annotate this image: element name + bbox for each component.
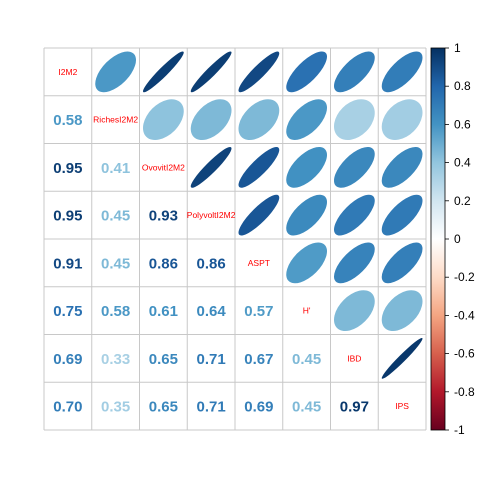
diagonal-label: I2M2 (58, 67, 77, 77)
correlation-value: 0.95 (53, 208, 82, 225)
correlation-value: 0.57 (244, 303, 273, 320)
correlation-value: 0.58 (53, 112, 82, 129)
correlation-value: 0.86 (149, 255, 178, 272)
diagonal-label: IPS (395, 401, 409, 411)
correlation-value: 0.41 (101, 160, 130, 177)
correlation-ellipse (286, 194, 327, 236)
correlation-value: 0.69 (53, 351, 82, 368)
correlation-value: 0.95 (53, 160, 82, 177)
correlation-ellipse (334, 51, 375, 93)
correlation-value: 0.45 (292, 399, 321, 416)
correlation-ellipse (381, 242, 423, 284)
correlation-value: 0.45 (101, 208, 130, 225)
correlation-ellipse (238, 146, 280, 188)
correlation-ellipse (381, 194, 423, 236)
correlation-ellipse (334, 99, 375, 140)
matrix-grid (43, 47, 427, 431)
correlation-value: 0.97 (340, 399, 369, 416)
correlation-value: 0.61 (149, 303, 178, 320)
correlation-value: 0.71 (197, 351, 226, 368)
correlation-ellipse (286, 242, 327, 284)
correlation-value: 0.33 (101, 351, 130, 368)
correlation-ellipse (286, 99, 328, 140)
correlation-ellipse (238, 99, 280, 140)
correlation-value: 0.64 (197, 303, 227, 320)
correlation-value: 0.65 (149, 399, 178, 416)
correlation-value: 0.58 (101, 303, 130, 320)
correlation-ellipse (334, 242, 375, 284)
correlation-ellipse (286, 146, 328, 188)
correlation-ellipse (190, 146, 232, 188)
correlation-value: 0.67 (244, 351, 273, 368)
colorbar-tick-label: -0.8 (454, 385, 475, 399)
correlation-value: 0.45 (101, 255, 130, 272)
diagonal-label: IBD (347, 353, 361, 363)
diagonal-label: PolyvoltI2M2 (187, 210, 236, 220)
correlation-value: 0.35 (101, 399, 130, 416)
correlation-value: 0.69 (244, 399, 273, 416)
correlation-ellipse (286, 51, 328, 93)
correlation-value: 0.65 (149, 351, 178, 368)
correlation-ellipse (238, 51, 280, 93)
matrix-cells: I2M2 0.58 RichesI2M2 0.95 0.41 OvovitI2M2 0.95… (53, 51, 423, 416)
correlation-ellipse (333, 290, 375, 332)
correlation-ellipse (381, 99, 423, 141)
colorbar-gradient (430, 47, 446, 431)
correlation-ellipse (238, 194, 280, 236)
colorbar-tick-label: 0.2 (454, 194, 471, 208)
diagonal-label: H' (303, 306, 311, 316)
colorbar-tick-label: 0 (454, 232, 461, 246)
correlation-ellipse (334, 146, 375, 188)
colorbar-tick-label: 0.8 (454, 79, 471, 93)
correlation-ellipse (381, 51, 423, 93)
correlation-ellipse (381, 290, 423, 332)
colorbar-tick-label: -0.6 (454, 347, 475, 361)
diagonal-label: ASPT (248, 258, 270, 268)
correlation-ellipse (95, 51, 136, 93)
colorbar-tick-label: 0.6 (454, 117, 471, 131)
diagonal-label: OvovitI2M2 (142, 162, 185, 172)
colorbar-tick-label: 0.4 (454, 156, 471, 170)
diagonal-label: RichesI2M2 (93, 115, 138, 125)
correlation-ellipse (381, 146, 423, 188)
correlation-ellipse (190, 51, 232, 93)
colorbar-tick-label: -0.4 (454, 308, 475, 322)
colorbar-tick-label: 1 (454, 41, 461, 55)
correlation-ellipse (190, 99, 232, 140)
correlation-ellipse (381, 338, 423, 379)
correlation-value: 0.91 (53, 255, 82, 272)
correlation-value: 0.75 (53, 303, 82, 320)
correlation-ellipse (143, 51, 184, 93)
correlation-value: 0.71 (197, 399, 226, 416)
correlation-ellipse (142, 99, 184, 140)
correlation-value: 0.45 (292, 351, 321, 368)
colorbar-tick-label: -0.2 (454, 270, 475, 284)
correlation-ellipse (333, 194, 375, 236)
correlation-value: 0.86 (197, 255, 226, 272)
correlation-value: 0.93 (149, 208, 178, 225)
colorbar-tick-label: -1 (454, 423, 465, 437)
colorbar: 1 0.8 0.6 0.4 0.2 0 -0.2 -0.4 -0.6 -0.8 -1 (430, 41, 475, 437)
correlation-value: 0.70 (53, 399, 82, 416)
